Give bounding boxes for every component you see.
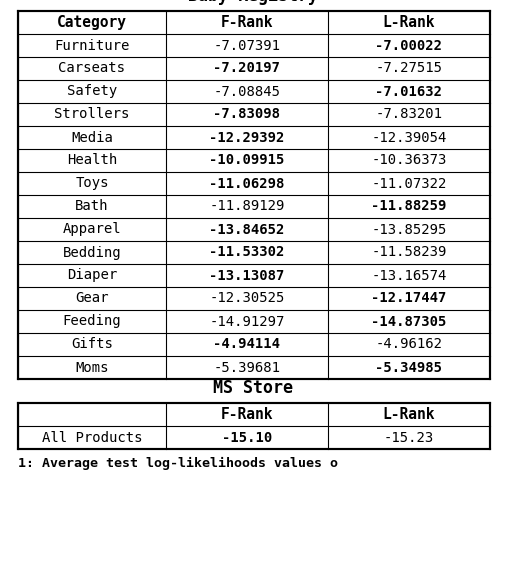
Text: Bedding: Bedding	[63, 245, 121, 260]
Text: Apparel: Apparel	[63, 222, 121, 237]
Text: L-Rank: L-Rank	[382, 15, 434, 30]
Text: -10.09915: -10.09915	[209, 153, 284, 168]
Text: -12.29392: -12.29392	[209, 131, 284, 145]
Bar	[18, 403, 489, 449]
Text: -12.17447: -12.17447	[371, 291, 446, 305]
Text: MS Store: MS Store	[213, 379, 292, 397]
Text: -7.20197: -7.20197	[213, 62, 280, 75]
Text: Carseats: Carseats	[59, 62, 125, 75]
Text: Bath: Bath	[75, 199, 109, 214]
Text: -11.53302: -11.53302	[209, 245, 284, 260]
Text: Furniture: Furniture	[54, 39, 129, 52]
Text: -5.39681: -5.39681	[213, 361, 280, 374]
Text: -13.16574: -13.16574	[371, 268, 446, 282]
Text: -5.34985: -5.34985	[375, 361, 442, 374]
Text: -11.58239: -11.58239	[371, 245, 446, 260]
Text: All Products: All Products	[42, 430, 142, 445]
Text: -13.13087: -13.13087	[209, 268, 284, 282]
Text: Strollers: Strollers	[54, 108, 129, 122]
Text: Health: Health	[67, 153, 117, 168]
Text: -13.84652: -13.84652	[209, 222, 284, 237]
Text: Feeding: Feeding	[63, 314, 121, 328]
Text: -7.83201: -7.83201	[375, 108, 442, 122]
Text: -4.96162: -4.96162	[375, 338, 442, 351]
Text: -15.23: -15.23	[383, 430, 433, 445]
Text: -4.94114: -4.94114	[213, 338, 280, 351]
Text: F-Rank: F-Rank	[220, 407, 273, 422]
Text: -13.85295: -13.85295	[371, 222, 446, 237]
Text: Diaper: Diaper	[67, 268, 117, 282]
Text: Baby Registry: Baby Registry	[188, 0, 317, 5]
Text: -14.87305: -14.87305	[371, 314, 446, 328]
Text: Gear: Gear	[75, 291, 109, 305]
Text: -7.07391: -7.07391	[213, 39, 280, 52]
Text: Media: Media	[71, 131, 113, 145]
Text: -11.07322: -11.07322	[371, 176, 446, 191]
Text: -10.36373: -10.36373	[371, 153, 446, 168]
Bar	[18, 11, 489, 379]
Text: -12.39054: -12.39054	[371, 131, 446, 145]
Text: -11.89129: -11.89129	[209, 199, 284, 214]
Text: -7.08845: -7.08845	[213, 85, 280, 98]
Text: -14.91297: -14.91297	[209, 314, 284, 328]
Text: Toys: Toys	[75, 176, 109, 191]
Text: -7.00022: -7.00022	[375, 39, 442, 52]
Text: F-Rank: F-Rank	[220, 15, 273, 30]
Text: Gifts: Gifts	[71, 338, 113, 351]
Text: -11.88259: -11.88259	[371, 199, 446, 214]
Text: Category: Category	[57, 15, 127, 30]
Text: -12.30525: -12.30525	[209, 291, 284, 305]
Text: L-Rank: L-Rank	[382, 407, 434, 422]
Text: -7.27515: -7.27515	[375, 62, 442, 75]
Text: Safety: Safety	[67, 85, 117, 98]
Text: Moms: Moms	[75, 361, 109, 374]
Text: -7.01632: -7.01632	[375, 85, 442, 98]
Text: -7.83098: -7.83098	[213, 108, 280, 122]
Text: -15.10: -15.10	[221, 430, 272, 445]
Text: 1: Average test log-likelihoods values o: 1: Average test log-likelihoods values o	[18, 457, 337, 470]
Text: -11.06298: -11.06298	[209, 176, 284, 191]
